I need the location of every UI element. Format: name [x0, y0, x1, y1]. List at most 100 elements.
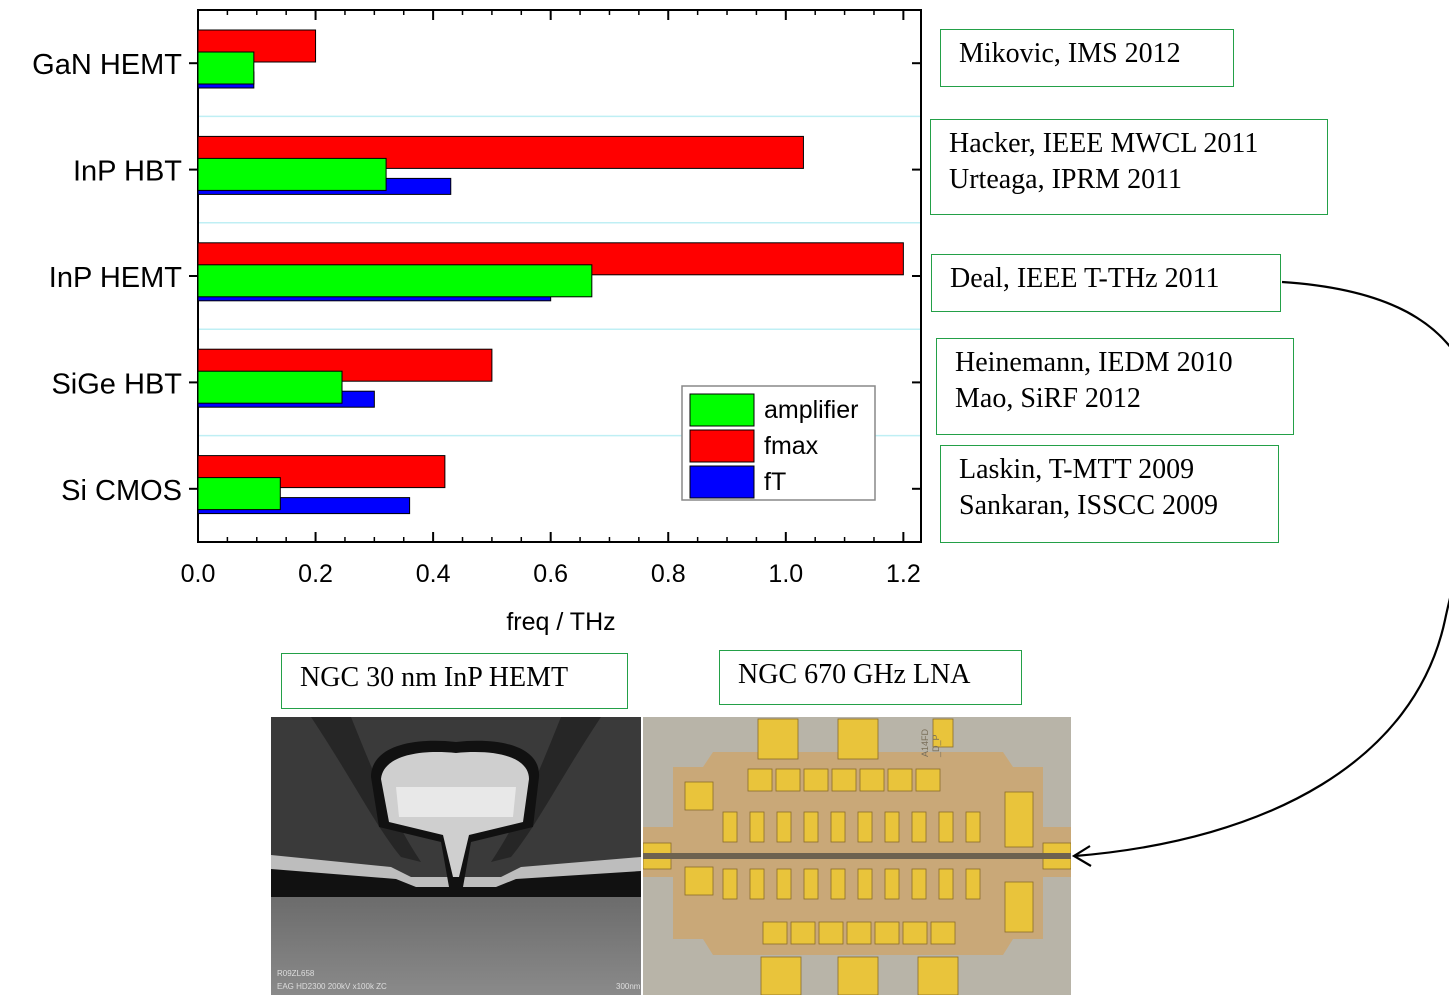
chip-pad [874, 921, 900, 945]
legend-swatch [689, 465, 755, 499]
chip-pad [762, 921, 788, 945]
category-labels: GaN HEMT InP HBT InP HEMT SiGe HBT Si CMOS [32, 49, 182, 507]
chip-pad [915, 768, 941, 792]
legend-swatch [689, 429, 755, 463]
bar-chart: 0.0 0.2 0.4 0.6 0.8 1.0 1.2 GaN HEMT InP HBT InP… [32, 9, 922, 636]
x-tick-label: 0.4 [416, 560, 451, 588]
chip-pad [917, 956, 959, 995]
bar-amplifier-3 [197, 370, 343, 404]
reference-line: Mao, SiRF 2012 [955, 383, 1141, 414]
chip-pad [749, 811, 765, 843]
photo-label-text: NGC 670 GHz LNA [738, 659, 971, 690]
bar-fmax-3 [197, 348, 493, 382]
chip-pad [776, 811, 792, 843]
chip-pad [965, 811, 981, 843]
legend-label: amplifier [764, 396, 858, 424]
chip-pad [747, 768, 773, 792]
chip-sub: _D_P [931, 734, 941, 758]
legend-swatch [689, 393, 755, 427]
chip-pad [859, 768, 885, 792]
chip-pad [837, 956, 879, 995]
chip-pad [938, 811, 954, 843]
x-axis-label: freq / THz [506, 608, 615, 636]
reference-line: Sankaran, ISSCC 2009 [959, 490, 1218, 521]
sem-drawing: R09ZL658 EAG HD2300 200kV x100k ZC 300nm [271, 717, 641, 995]
legend: amplifier fmax fT [681, 385, 876, 501]
bars [197, 29, 904, 515]
photo-label-text: NGC 30 nm InP HEMT [300, 662, 569, 693]
category-label: InP HBT [73, 156, 182, 188]
chip-pad [837, 718, 879, 760]
x-tick-label: 0.8 [651, 560, 686, 588]
photo-label-lna: NGC 670 GHz LNA [719, 650, 1022, 705]
x-tick-label: 0.6 [533, 560, 568, 588]
bar-amplifier-1 [197, 157, 387, 191]
chip-pad [757, 718, 799, 760]
chip-pad [1004, 791, 1034, 848]
reference-line: Laskin, T-MTT 2009 [959, 454, 1195, 485]
chip-pad [684, 781, 714, 811]
chip-pad [776, 868, 792, 900]
lna-chip-image: A14FD _D_P [643, 717, 1071, 995]
chip-pad [902, 921, 928, 945]
x-tick-label: 0.0 [181, 560, 216, 588]
chip-pad [846, 921, 872, 945]
reference-line: Mikovic, IMS 2012 [959, 38, 1181, 69]
category-label: GaN HEMT [32, 49, 182, 81]
bar-amplifier-4 [197, 477, 281, 511]
reference-line: Urteaga, IPRM 2011 [949, 164, 1183, 195]
chip-pad [830, 868, 846, 900]
chip-pad [938, 868, 954, 900]
chip-pad [760, 956, 802, 995]
chip-pad [887, 768, 913, 792]
chip-drawing: A14FD _D_P [643, 717, 1071, 995]
reference-box-inp-hbt: Hacker, IEEE MWCL 2011 Urteaga, IPRM 201… [930, 119, 1328, 215]
category-label: InP HEMT [49, 262, 183, 294]
bar-amplifier-2 [197, 264, 593, 298]
chip-pad [818, 921, 844, 945]
reference-box-sige-hbt: Heinemann, IEDM 2010 Mao, SiRF 2012 [936, 338, 1294, 435]
photo-label-hemt: NGC 30 nm InP HEMT [281, 653, 628, 709]
x-tick-label: 0.2 [298, 560, 333, 588]
connector-arrow [1071, 280, 1449, 867]
bar-amplifier-0 [197, 51, 255, 85]
category-label: Si CMOS [61, 475, 182, 507]
chip-pad [803, 868, 819, 900]
chip-id: A14FD [920, 728, 930, 757]
chip-pad [775, 768, 801, 792]
chip-pad [749, 868, 765, 900]
sem-caption: EAG HD2300 200kV x100k ZC [277, 982, 387, 991]
chip-pad [932, 718, 954, 748]
sem-scale: 300nm [616, 982, 641, 991]
chip-pad [930, 921, 956, 945]
reference-box-si-cmos: Laskin, T-MTT 2009 Sankaran, ISSCC 2009 [940, 445, 1279, 543]
chip-pad [803, 811, 819, 843]
x-tick-label: 1.0 [768, 560, 803, 588]
legend-label: fmax [764, 432, 819, 460]
chip-pad [965, 868, 981, 900]
chip-pad [831, 768, 857, 792]
x-tick-label: 1.2 [886, 560, 921, 588]
chip-pad [684, 866, 714, 896]
legend-label: fT [764, 468, 786, 496]
category-label: SiGe HBT [51, 368, 182, 400]
chip-pad [857, 811, 873, 843]
reference-box-inp-hemt: Deal, IEEE T-THz 2011 [931, 254, 1281, 312]
chip-pad [830, 811, 846, 843]
chip-pad [911, 811, 927, 843]
chip-pad [884, 811, 900, 843]
reference-line: Heinemann, IEDM 2010 [955, 347, 1233, 378]
chip-pad [884, 868, 900, 900]
sem-id: R09ZL658 [277, 969, 315, 978]
reference-line: Deal, IEEE T-THz 2011 [950, 263, 1220, 294]
chip-pad [857, 868, 873, 900]
reference-line: Hacker, IEEE MWCL 2011 [949, 128, 1259, 159]
chip-pad [722, 868, 738, 900]
chip-pad [722, 811, 738, 843]
chip-pad [790, 921, 816, 945]
reference-box-gan-hemt: Mikovic, IMS 2012 [940, 29, 1234, 87]
chip-pad [803, 768, 829, 792]
axis-ticks: 0.0 0.2 0.4 0.6 0.8 1.0 1.2 [181, 10, 921, 588]
chip-pad [1004, 881, 1034, 933]
